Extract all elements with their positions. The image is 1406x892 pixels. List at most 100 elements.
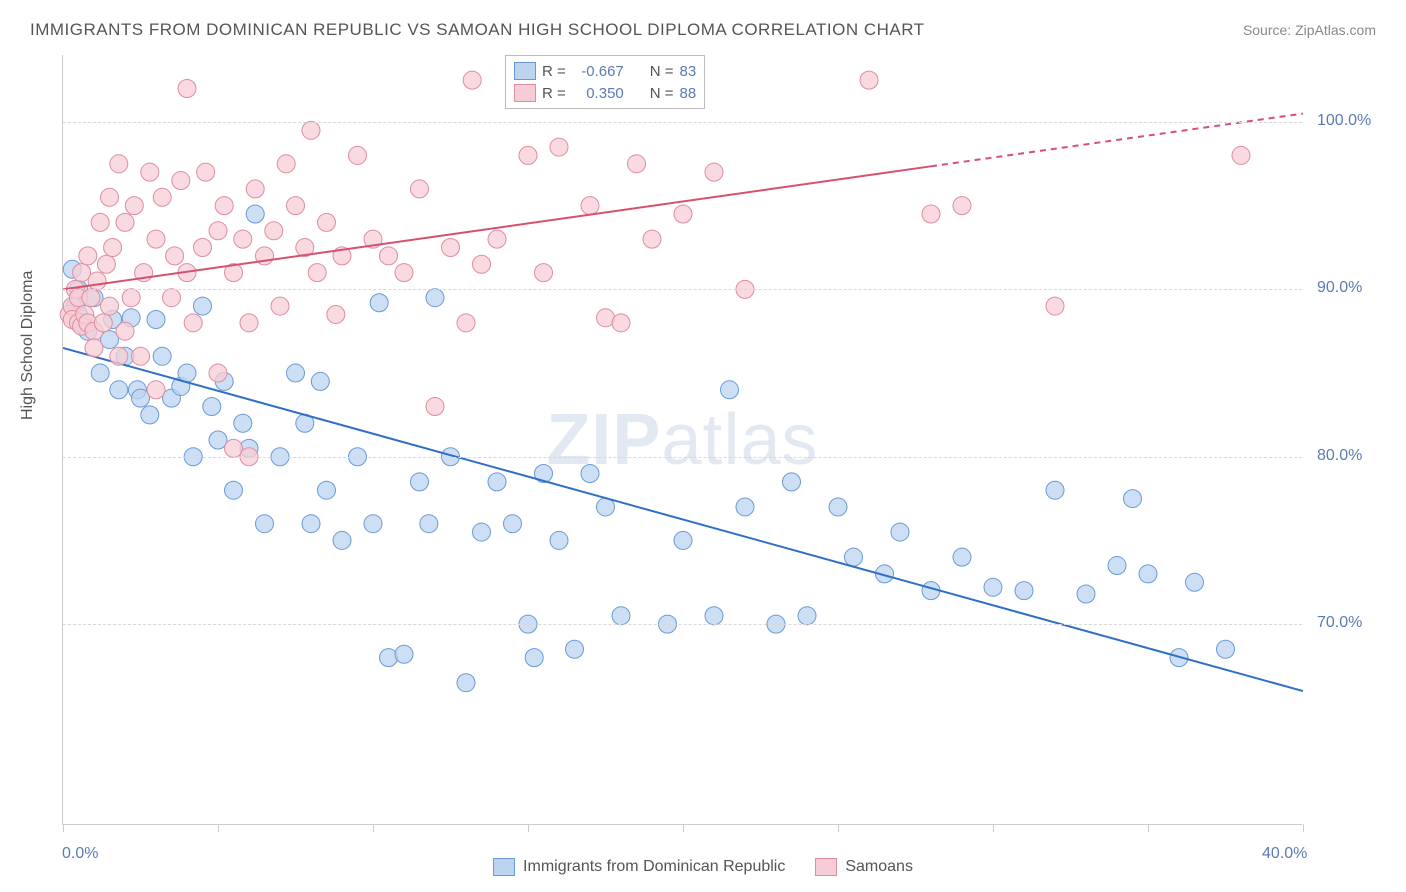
data-point [246, 180, 264, 198]
data-point [122, 289, 140, 307]
legend-r-label: R = [542, 63, 566, 80]
data-point [88, 272, 106, 290]
chart-title: IMMIGRANTS FROM DOMINICAN REPUBLIC VS SA… [30, 20, 925, 40]
regression-line [63, 348, 1303, 691]
data-point [194, 297, 212, 315]
data-point [256, 515, 274, 533]
data-point [209, 222, 227, 240]
data-point [178, 79, 196, 97]
data-point [953, 197, 971, 215]
data-point [411, 180, 429, 198]
data-point [147, 310, 165, 328]
data-point [953, 548, 971, 566]
data-point [463, 71, 481, 89]
data-point [721, 381, 739, 399]
x-tick-label: 40.0% [1262, 845, 1307, 863]
data-point [581, 197, 599, 215]
data-point [550, 138, 568, 156]
gridline-h [63, 289, 1302, 290]
series-legend: Immigrants from Dominican Republic Samoan… [0, 858, 1406, 876]
x-tick [683, 824, 684, 832]
data-point [488, 230, 506, 248]
data-point [860, 71, 878, 89]
legend-n-label: N = [650, 85, 674, 102]
data-point [116, 213, 134, 231]
legend-r-value: 0.350 [572, 85, 624, 102]
data-point [922, 205, 940, 223]
data-point [79, 247, 97, 265]
data-point [535, 264, 553, 282]
y-tick-label: 70.0% [1317, 614, 1362, 632]
y-tick-label: 90.0% [1317, 279, 1362, 297]
y-tick-label: 100.0% [1317, 112, 1371, 130]
series-legend-label: Immigrants from Dominican Republic [523, 858, 785, 876]
data-point [125, 197, 143, 215]
data-point [705, 607, 723, 625]
data-point [612, 607, 630, 625]
legend-swatch [815, 858, 837, 876]
data-point [550, 531, 568, 549]
series-legend-label: Samoans [845, 858, 913, 876]
x-tick [838, 824, 839, 832]
data-point [141, 163, 159, 181]
data-point [178, 364, 196, 382]
data-point [845, 548, 863, 566]
data-point [674, 205, 692, 223]
data-point [426, 398, 444, 416]
data-point [215, 197, 233, 215]
data-point [132, 347, 150, 365]
data-point [104, 239, 122, 257]
data-point [395, 645, 413, 663]
gridline-h [63, 624, 1302, 625]
data-point [234, 230, 252, 248]
data-point [85, 339, 103, 357]
data-point [1124, 490, 1142, 508]
data-point [1046, 297, 1064, 315]
data-point [1108, 557, 1126, 575]
data-point [1015, 582, 1033, 600]
y-axis-label: High School Diploma [19, 271, 37, 420]
x-tick [1303, 824, 1304, 832]
data-point [147, 230, 165, 248]
title-bar: IMMIGRANTS FROM DOMINICAN REPUBLIC VS SA… [30, 20, 1376, 40]
data-point [504, 515, 522, 533]
data-point [91, 364, 109, 382]
data-point [277, 155, 295, 173]
data-point [163, 289, 181, 307]
data-point [194, 239, 212, 257]
data-point [519, 146, 537, 164]
data-point [674, 531, 692, 549]
legend-n-value: 88 [680, 85, 697, 102]
data-point [110, 381, 128, 399]
data-point [612, 314, 630, 332]
gridline-h [63, 457, 1302, 458]
legend-n-value: 83 [680, 63, 697, 80]
data-point [234, 414, 252, 432]
legend-row: R =0.350N =88 [514, 82, 696, 104]
data-point [197, 163, 215, 181]
data-point [327, 305, 345, 323]
legend-swatch [514, 62, 536, 80]
data-point [442, 239, 460, 257]
correlation-legend: R =-0.667N =83R =0.350N =88 [505, 55, 705, 109]
data-point [265, 222, 283, 240]
data-point [736, 498, 754, 516]
data-point [82, 289, 100, 307]
legend-r-value: -0.667 [572, 63, 624, 80]
data-point [110, 155, 128, 173]
data-point [984, 578, 1002, 596]
data-point [271, 297, 289, 315]
x-tick-label: 0.0% [62, 845, 98, 863]
data-point [1077, 585, 1095, 603]
data-point [91, 213, 109, 231]
data-point [147, 381, 165, 399]
data-point [457, 674, 475, 692]
data-point [318, 213, 336, 231]
data-point [97, 255, 115, 273]
data-point [411, 473, 429, 491]
data-point [203, 398, 221, 416]
data-point [1232, 146, 1250, 164]
x-tick [218, 824, 219, 832]
data-point [318, 481, 336, 499]
source-label: Source: ZipAtlas.com [1243, 22, 1376, 38]
